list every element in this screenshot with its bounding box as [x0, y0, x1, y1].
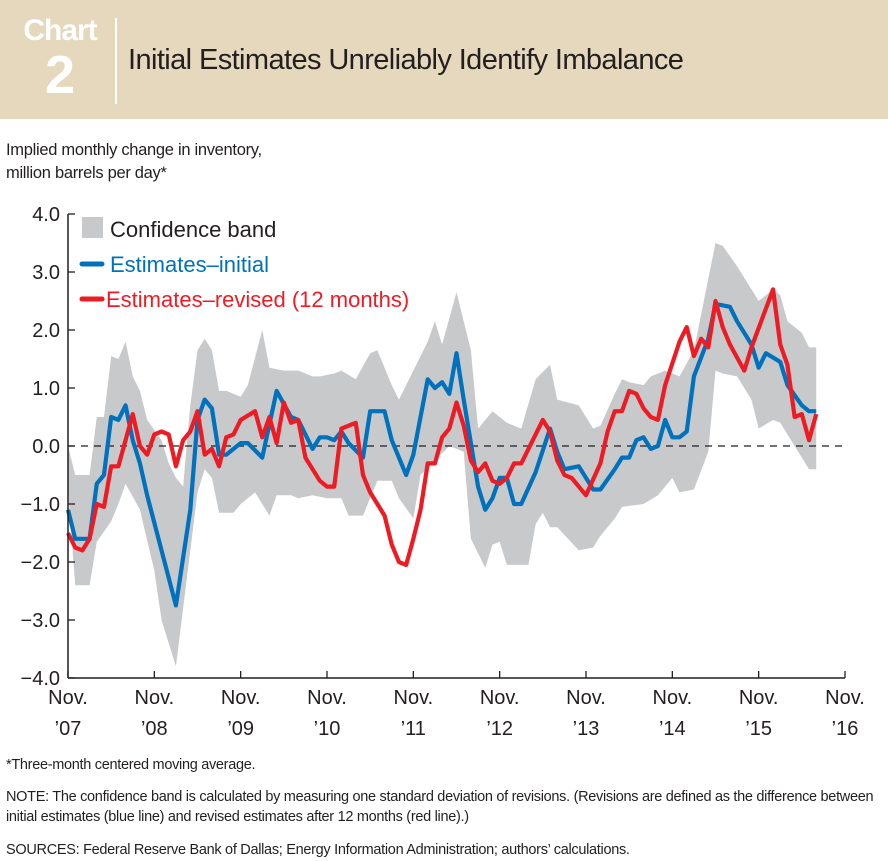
y-axis-label-line1: Implied monthly change in inventory,	[6, 141, 262, 159]
x-tick-label-month: Nov.	[825, 687, 865, 709]
legend-swatch-band	[82, 217, 103, 238]
legend-label-revised: Estimates–revised (12 months)	[106, 287, 409, 312]
legend: Confidence band Estimates–initial Estima…	[79, 217, 409, 312]
x-tick-label-year: ’15	[745, 718, 772, 740]
x-tick-label-month: Nov.	[394, 687, 434, 709]
chart-title: Initial Estimates Unreliably Identify Im…	[128, 44, 684, 76]
x-tick-label-month: Nov.	[135, 687, 175, 709]
y-tick-label: −3.0	[21, 610, 60, 632]
y-tick-label: 0.0	[32, 436, 60, 458]
x-tick-label-year: ’08	[141, 718, 168, 740]
y-tick-label: −4.0	[21, 668, 60, 690]
x-tick-label-year: ’16	[832, 718, 859, 740]
chart-number: 2	[44, 45, 76, 105]
footnote-sources: SOURCES: Federal Reserve Bank of Dallas;…	[6, 842, 630, 858]
x-tick-label-year: ’12	[486, 718, 513, 740]
series-line-initial	[65, 301, 817, 608]
x-tick-label-month: Nov.	[739, 687, 779, 709]
x-tick-label-year: ’09	[227, 718, 254, 740]
y-axis-label-line2: million barrels per day*	[6, 164, 167, 182]
footnote-asterisk: *Three-month centered moving average.	[6, 757, 256, 773]
y-tick-label: 2.0	[32, 320, 60, 342]
x-tick-label-month: Nov.	[566, 687, 606, 709]
legend-label-band: Confidence band	[110, 217, 276, 242]
chart-header: Chart 2 Initial Estimates Unreliably Ide…	[0, 0, 888, 119]
x-tick-label-month: Nov.	[480, 687, 520, 709]
series-line-revised	[66, 287, 819, 568]
x-tick-label-year: ’14	[659, 718, 686, 740]
legend-label-initial: Estimates–initial	[110, 252, 269, 277]
footnote-note: NOTE: The confidence band is calculated …	[6, 789, 874, 825]
x-tick-label-year: ’10	[314, 718, 341, 740]
x-tick-label-year: ’11	[401, 718, 426, 740]
x-tick-label-month: Nov.	[48, 687, 88, 709]
x-tick-label-month: Nov.	[221, 687, 261, 709]
header-divider	[115, 18, 117, 104]
x-tick-label-month: Nov.	[653, 687, 693, 709]
x-tick-label-month: Nov.	[307, 687, 347, 709]
chart-label: Chart	[23, 14, 97, 47]
y-tick-label: 3.0	[32, 262, 60, 284]
y-tick-label: −2.0	[21, 552, 60, 574]
y-tick-label: −1.0	[21, 494, 60, 516]
y-tick-label: 4.0	[32, 204, 60, 226]
x-tick-label-year: ’07	[55, 718, 82, 740]
x-tick-label-year: ’13	[573, 718, 600, 740]
y-tick-label: 1.0	[32, 378, 60, 400]
